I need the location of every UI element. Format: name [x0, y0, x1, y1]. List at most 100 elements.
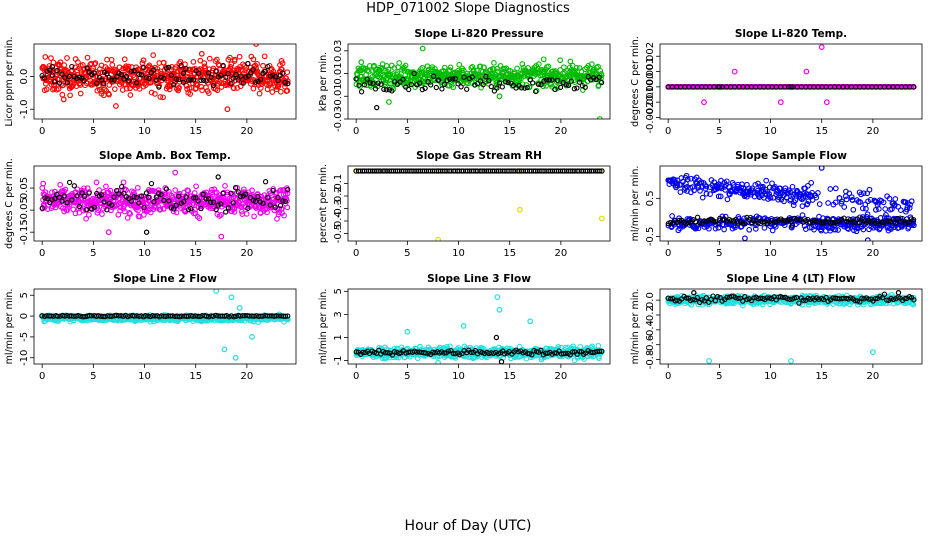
- data-point: [168, 72, 175, 78]
- data-point: [232, 185, 239, 191]
- y-tick-label: -0.1: [333, 174, 344, 194]
- data-point: [848, 194, 855, 200]
- data-point: [538, 347, 544, 354]
- data-point: [238, 73, 244, 79]
- data-point: [270, 186, 277, 192]
- data-point: [238, 208, 245, 215]
- data-point: [431, 73, 437, 79]
- data-point: [367, 80, 373, 86]
- data-point: [126, 210, 133, 216]
- data-point: [670, 176, 677, 183]
- data-point: [530, 80, 536, 86]
- data-point: [175, 68, 181, 74]
- data-point: [172, 187, 179, 193]
- data-point: [761, 225, 768, 231]
- data-point: [138, 72, 145, 78]
- data-point: [52, 196, 58, 202]
- data-point: [106, 91, 112, 98]
- data-point: [408, 81, 414, 88]
- data-point: [554, 77, 561, 84]
- data-point: [220, 62, 226, 69]
- data-point: [513, 85, 519, 91]
- x-tick-label: 20: [555, 371, 568, 382]
- data-point: [48, 66, 55, 73]
- data-points: [353, 294, 605, 364]
- data-point: [252, 79, 259, 85]
- data-points: [39, 44, 291, 113]
- data-point: [175, 87, 182, 94]
- data-point: [703, 183, 710, 190]
- data-point: [81, 193, 88, 199]
- data-point: [574, 85, 580, 91]
- data-point: [356, 82, 362, 88]
- data-points: [39, 169, 291, 240]
- data-point: [124, 215, 131, 221]
- data-point: [131, 194, 137, 200]
- data-point: [121, 190, 127, 197]
- data-point: [173, 76, 179, 82]
- data-point: [200, 191, 206, 197]
- data-point: [722, 187, 729, 193]
- data-point: [190, 313, 196, 319]
- data-point: [588, 61, 595, 67]
- data-point: [808, 179, 815, 186]
- data-point: [223, 209, 229, 215]
- data-point: [702, 182, 708, 188]
- data-point: [554, 85, 561, 91]
- data-point: [214, 87, 221, 94]
- data-point: [210, 313, 216, 319]
- data-point: [273, 313, 279, 319]
- x-tick-label: 5: [404, 371, 410, 382]
- data-point: [279, 66, 285, 73]
- data-point: [886, 218, 892, 224]
- data-point: [732, 222, 738, 229]
- data-point: [854, 216, 860, 222]
- x-tick-label: 15: [503, 248, 516, 259]
- data-point: [242, 191, 249, 197]
- data-point: [76, 203, 83, 210]
- y-axis-label: degrees C per min.: [4, 158, 15, 249]
- data-point: [841, 204, 848, 210]
- data-point: [173, 202, 179, 208]
- data-point: [416, 349, 422, 355]
- data-point: [191, 190, 198, 196]
- data-point: [816, 201, 823, 207]
- data-point: [676, 217, 683, 223]
- data-point: [433, 84, 439, 91]
- data-point: [74, 75, 80, 81]
- data-point: [275, 77, 281, 84]
- data-point: [255, 193, 261, 200]
- data-point: [59, 198, 65, 204]
- data-point: [57, 59, 64, 66]
- y-axis-label: degrees C per min.: [630, 36, 641, 127]
- data-point: [173, 209, 180, 216]
- data-point: [706, 225, 712, 232]
- data-point: [767, 195, 774, 201]
- data-point: [496, 80, 503, 86]
- data-point: [880, 199, 887, 206]
- data-point: [535, 81, 542, 87]
- x-tick-label: 15: [189, 371, 202, 382]
- data-point: [134, 194, 140, 201]
- x-tick-label: 0: [39, 371, 45, 382]
- data-point: [225, 205, 232, 211]
- data-point: [109, 202, 115, 208]
- y-tick-label: -1.0: [19, 99, 30, 119]
- data-point: [707, 191, 713, 197]
- figure-title: HDP_071002 Slope Diagnostics: [366, 1, 570, 16]
- data-point: [799, 196, 805, 203]
- data-point: [498, 359, 505, 364]
- data-point: [732, 224, 738, 231]
- data-point: [254, 61, 260, 67]
- data-point: [218, 201, 224, 207]
- data-point: [213, 206, 219, 213]
- data-point: [86, 312, 93, 319]
- data-point: [190, 59, 197, 65]
- data-point: [264, 209, 270, 216]
- data-point: [101, 199, 107, 205]
- data-point: [152, 91, 158, 97]
- panel-title: Slope Li-820 CO2: [115, 28, 216, 40]
- data-point: [86, 211, 92, 218]
- data-point: [716, 84, 723, 90]
- data-point: [419, 86, 425, 93]
